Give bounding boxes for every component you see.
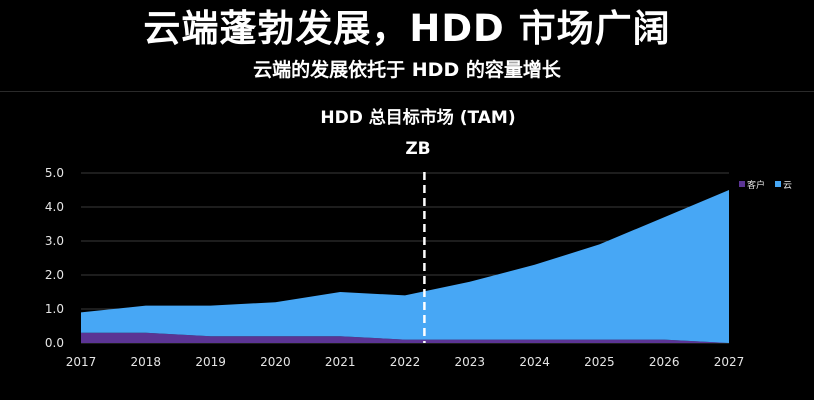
x-tick-label: 2018 [131,355,162,369]
y-tick-label: 4.0 [45,200,64,214]
page-title: 云端蓬勃发展，HDD 市场广阔 [143,7,671,50]
x-tick-label: 2022 [390,355,421,369]
x-tick-label: 2026 [649,355,680,369]
legend-swatch [739,181,745,187]
x-tick-label: 2020 [260,355,291,369]
y-tick-label: 3.0 [45,234,64,248]
x-tick-label: 2023 [455,355,486,369]
chart-title: HDD 总目标市场 (TAM) [320,108,516,128]
legend: 客户 云 [739,179,792,191]
legend-swatch [775,181,781,187]
axis-labels: 0.0 1.0 2.0 3.0 4.0 5.0 2017 2018 2019 2020 2021 20… [45,166,744,369]
header-divider [0,91,814,92]
x-tick-label: 2027 [714,355,745,369]
x-tick-label: 2017 [66,355,97,369]
legend-label: 客户 [747,179,765,191]
series-area-0 [81,332,729,343]
y-tick-label: 5.0 [45,166,64,180]
area-series [81,190,729,343]
page-subtitle: 云端的发展依托于 HDD 的容量增长 [253,59,561,81]
x-tick-label: 2021 [325,355,356,369]
x-tick-label: 2019 [195,355,226,369]
x-tick-label: 2024 [519,355,550,369]
y-tick-label: 0.0 [45,336,64,350]
y-tick-label: 1.0 [45,302,64,316]
series-area-1 [81,190,729,343]
chart-unit-label: ZB [405,139,431,159]
x-tick-label: 2025 [584,355,615,369]
legend-label: 云 [783,181,792,191]
y-tick-label: 2.0 [45,268,64,282]
